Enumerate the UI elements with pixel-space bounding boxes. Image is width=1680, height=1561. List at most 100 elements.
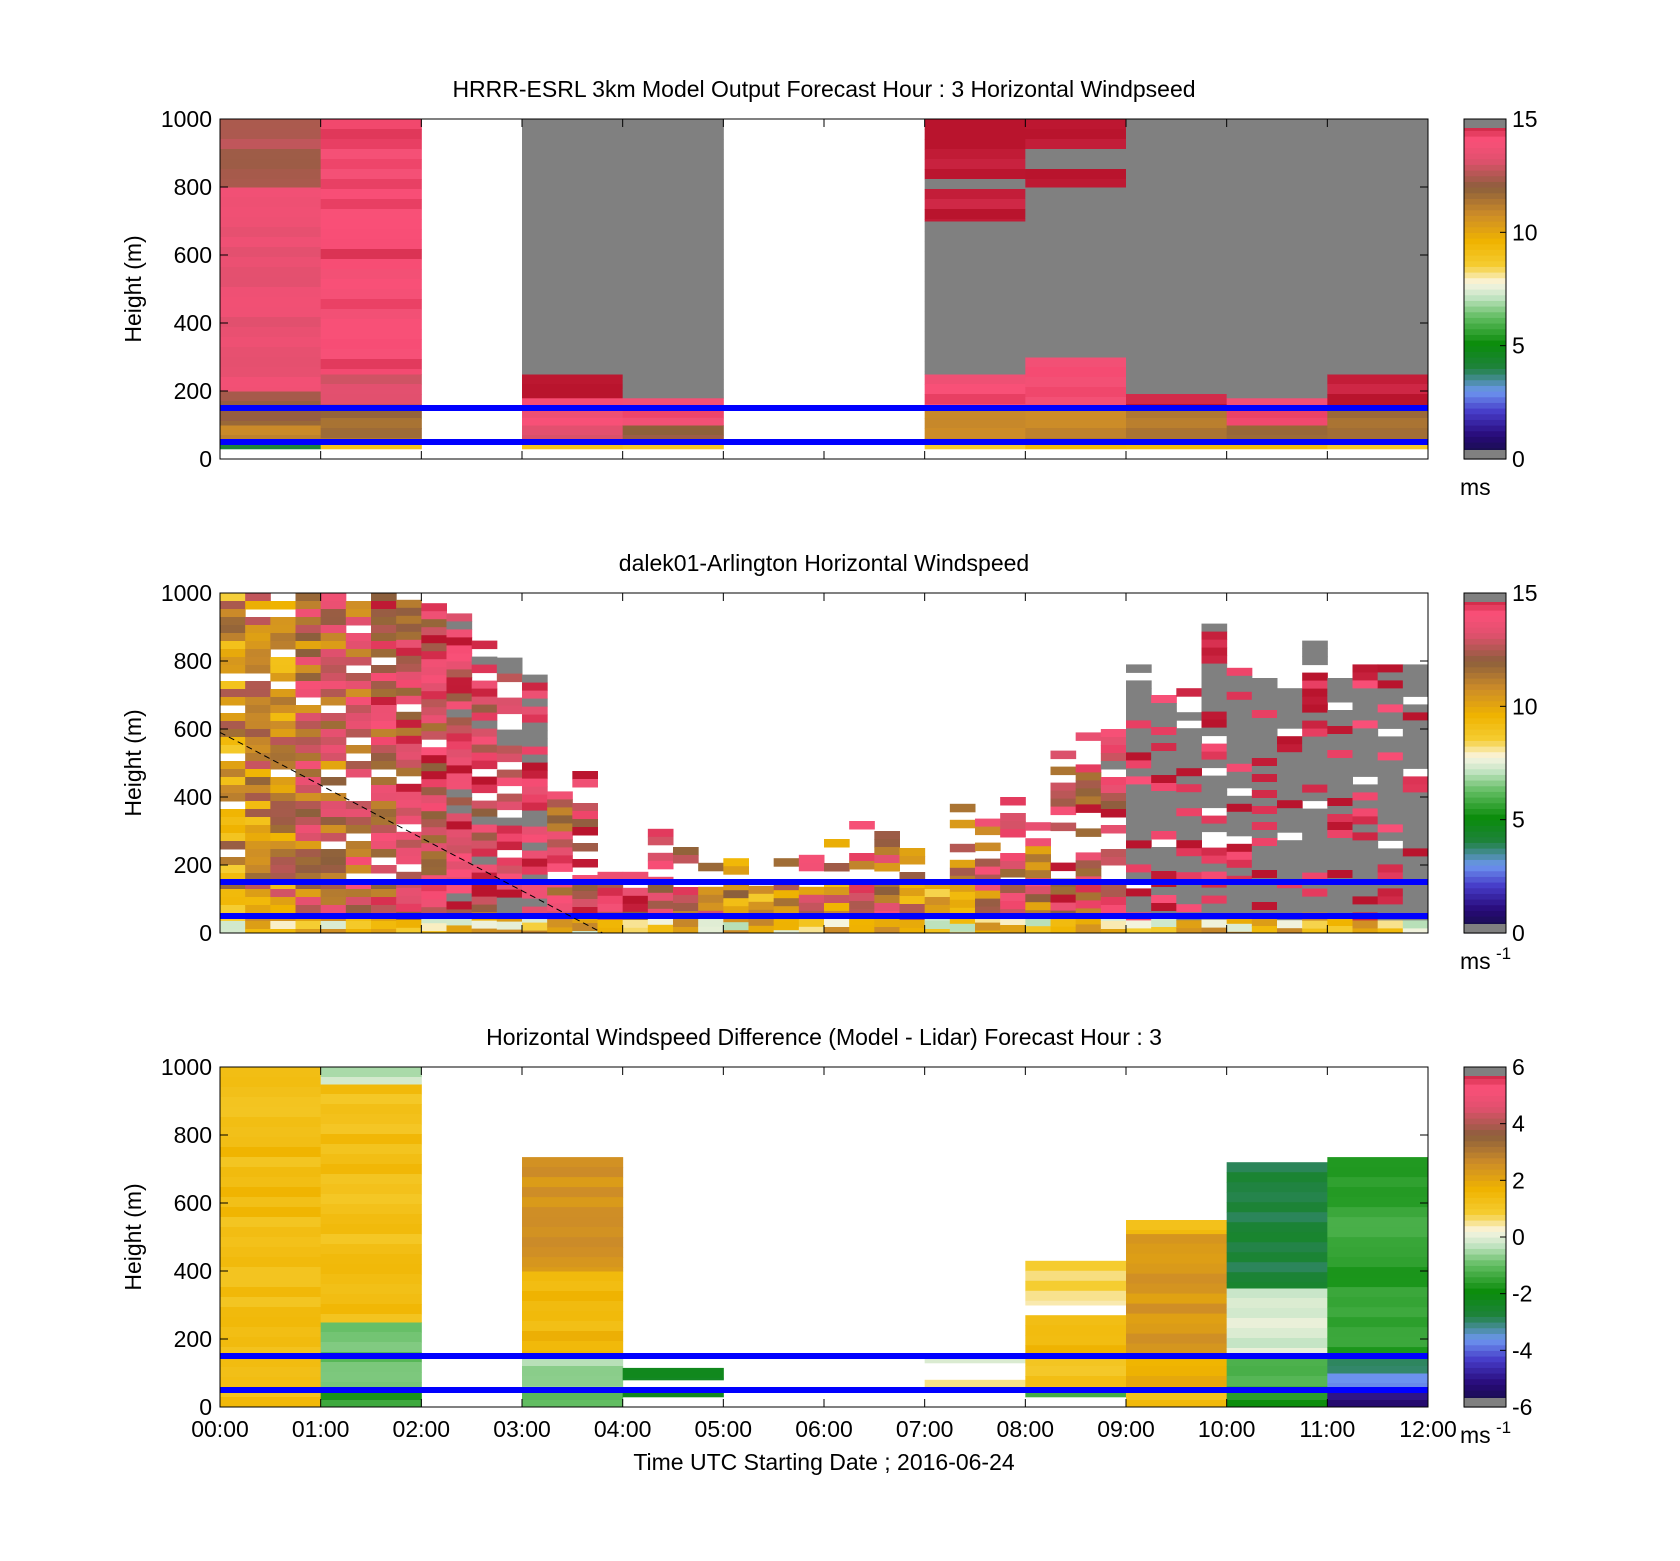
heatmap-cell bbox=[1075, 924, 1102, 933]
colorbar-swatch bbox=[1464, 1174, 1506, 1181]
heatmap-cell bbox=[622, 442, 724, 450]
colorbar-swatch bbox=[1464, 391, 1506, 398]
heatmap-cell bbox=[220, 1267, 322, 1278]
heatmap-cell bbox=[1050, 790, 1077, 800]
colorbar-swatch bbox=[1464, 442, 1506, 449]
heatmap-cell bbox=[1100, 849, 1127, 858]
y-tick-label: 400 bbox=[174, 784, 212, 810]
heatmap-cell bbox=[1251, 886, 1278, 895]
colorbar-swatch bbox=[1464, 1197, 1506, 1204]
heatmap-cell bbox=[496, 833, 523, 843]
heatmap-cell bbox=[1327, 139, 1429, 150]
heatmap-cell bbox=[371, 793, 397, 802]
heatmap-cell bbox=[723, 906, 749, 915]
heatmap-cell bbox=[320, 1284, 422, 1295]
heatmap-cell bbox=[1277, 840, 1303, 849]
colorbar-swatch bbox=[1464, 1169, 1506, 1176]
heatmap-cell bbox=[245, 825, 271, 834]
heatmap-cell bbox=[1025, 1270, 1127, 1282]
heatmap-cell bbox=[1277, 856, 1303, 865]
colorbar-swatch bbox=[1464, 153, 1506, 160]
heatmap-cell bbox=[496, 841, 523, 851]
heatmap-cell bbox=[1377, 720, 1404, 729]
heatmap-cell bbox=[496, 769, 523, 779]
heatmap-cell bbox=[220, 769, 246, 778]
heatmap-cell bbox=[522, 866, 548, 876]
heatmap-cell bbox=[622, 871, 649, 881]
heatmap-cell bbox=[1176, 928, 1202, 934]
heatmap-cell bbox=[1277, 896, 1303, 905]
heatmap-cell bbox=[1025, 387, 1127, 398]
heatmap-cell bbox=[522, 417, 624, 426]
heatmap-cell bbox=[1302, 672, 1328, 682]
heatmap-cell bbox=[522, 690, 548, 700]
colorbar-tick-label: -4 bbox=[1512, 1337, 1533, 1363]
heatmap-cell bbox=[320, 149, 422, 160]
heatmap-cell bbox=[1126, 840, 1152, 849]
heatmap-cell bbox=[220, 197, 322, 208]
colorbar-swatch bbox=[1464, 882, 1506, 889]
heatmap-cell bbox=[1075, 908, 1102, 917]
heatmap-cell bbox=[975, 922, 1001, 932]
heatmap-cell bbox=[1302, 832, 1328, 842]
heatmap-cell bbox=[1025, 1290, 1127, 1302]
heatmap-cell bbox=[1075, 772, 1102, 781]
heatmap-cell bbox=[220, 347, 322, 358]
heatmap-cell bbox=[522, 1291, 624, 1302]
colorbar-swatch bbox=[1464, 1276, 1506, 1283]
heatmap-cell bbox=[320, 1314, 422, 1323]
heatmap-cell bbox=[773, 898, 800, 907]
heatmap-cell bbox=[295, 849, 322, 858]
heatmap-cell bbox=[1025, 1325, 1127, 1336]
heatmap-cell bbox=[975, 874, 1001, 884]
heatmap-cell bbox=[1025, 159, 1127, 170]
y-tick-label: 400 bbox=[174, 310, 212, 336]
heatmap-cell bbox=[371, 593, 397, 602]
heatmap-cell bbox=[1302, 856, 1328, 866]
heatmap-cell bbox=[522, 1227, 624, 1238]
heatmap-cell bbox=[396, 631, 422, 641]
heatmap-cell bbox=[345, 657, 372, 666]
x-tick-label: 11:00 bbox=[1299, 1416, 1355, 1442]
heatmap-cell bbox=[1251, 862, 1278, 871]
heatmap-cell bbox=[1327, 329, 1429, 340]
heatmap-cell bbox=[471, 856, 498, 866]
heatmap-cell bbox=[1327, 229, 1429, 240]
heatmap-cell bbox=[522, 129, 624, 140]
x-axis-label: Time UTC Starting Date ; 2016-06-24 bbox=[633, 1449, 1015, 1475]
heatmap-cell bbox=[1151, 903, 1177, 912]
heatmap-cell bbox=[798, 918, 825, 928]
heatmap-cell bbox=[949, 891, 976, 901]
heatmap-cell bbox=[1226, 907, 1253, 917]
heatmap-cell bbox=[295, 593, 322, 602]
heatmap-cell bbox=[396, 639, 422, 649]
colorbar-swatch bbox=[1464, 1129, 1506, 1136]
heatmap-cell bbox=[471, 712, 498, 722]
heatmap-cell bbox=[1251, 782, 1278, 791]
heatmap-cell bbox=[220, 227, 322, 238]
heatmap-cell bbox=[622, 209, 724, 220]
heatmap-cell bbox=[1302, 752, 1328, 762]
heatmap-cell bbox=[874, 919, 900, 928]
heatmap-cell bbox=[220, 1087, 322, 1098]
heatmap-cell bbox=[1277, 920, 1303, 929]
heatmap-cell bbox=[572, 915, 598, 924]
heatmap-cell bbox=[295, 681, 322, 690]
heatmap-cell bbox=[1050, 918, 1077, 928]
colorbar-swatch bbox=[1464, 887, 1506, 894]
heatmap-cell bbox=[1352, 672, 1379, 681]
heatmap-cell bbox=[522, 229, 624, 240]
heatmap-cell bbox=[371, 753, 397, 762]
heatmap-cell bbox=[975, 826, 1001, 836]
heatmap-cell bbox=[1226, 715, 1253, 725]
heatmap-cell bbox=[1025, 1315, 1127, 1326]
heatmap-cell bbox=[220, 387, 322, 392]
heatmap-cell bbox=[371, 665, 397, 674]
heatmap-cell bbox=[320, 119, 422, 130]
heatmap-cell bbox=[270, 721, 296, 730]
heatmap-cell bbox=[1226, 239, 1328, 250]
heatmap-cell bbox=[1277, 824, 1303, 833]
heatmap-cell bbox=[1226, 923, 1253, 933]
heatmap-cell bbox=[1302, 712, 1328, 722]
heatmap-cell bbox=[1176, 776, 1202, 785]
